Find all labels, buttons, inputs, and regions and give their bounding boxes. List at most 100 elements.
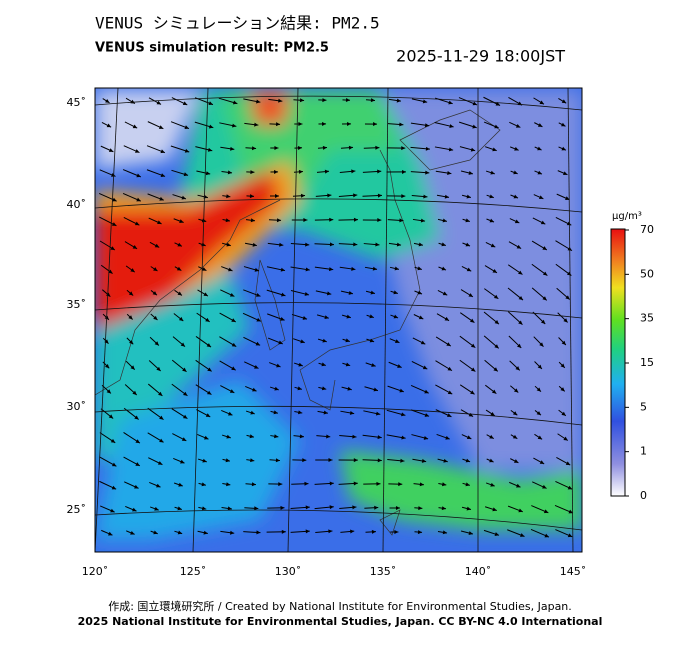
wind-arrow-head [328,529,333,534]
wind-arrow-head [400,458,405,463]
wind-arrow-head [111,462,117,467]
wind-arrow-head [370,290,375,295]
wind-arrow-head [184,125,189,130]
wind-arrow-head [518,508,523,513]
wind-arrow-head [305,529,310,534]
wind-arrow-head [132,245,138,249]
wind-arrow-head [104,339,109,344]
wind-arrow-head [108,414,114,419]
wind-arrow-head [229,292,235,297]
wind-arrow-head [250,458,255,463]
wind-arrow-head [465,458,471,463]
wind-arrow-head [250,410,255,415]
wind-arrow-head [205,317,210,322]
wind-arrow-head [489,434,494,439]
wind-arrow-head [280,505,285,510]
wind-arrow-head [106,123,112,128]
wind-arrow-head [232,100,238,105]
wind-arrow-head [227,170,233,175]
wind-arrow-head [231,366,236,371]
wind-arrow-head [370,98,375,103]
wind-arrow-head [297,145,303,150]
wind-arrow-head [345,362,351,367]
wind-arrow-head [417,530,423,535]
wind-arrow-head [225,458,230,463]
pm25-field [95,88,582,552]
wind-arrow-head [297,386,302,391]
wind-arrow-head [156,483,161,488]
wind-arrow-head [181,195,186,200]
wind-arrow-head [561,146,566,151]
wind-arrow-head [353,242,358,247]
wind-arrow-head [513,388,519,393]
wind-arrow-head [299,434,304,439]
wind-arrow-head [154,243,160,248]
wind-arrow-head [298,122,303,127]
wind-arrow-head [328,458,333,463]
wind-arrow-head [470,147,476,152]
wind-arrow-head [377,193,382,198]
wind-arrow-head [326,434,331,439]
wind-arrow-head [512,434,518,439]
wind-arrow-head [472,124,477,129]
wind-arrow-head [492,269,497,273]
lon-label: 120˚ [82,565,109,578]
wind-arrow-head [470,390,475,395]
wind-arrow-head [377,218,382,223]
wind-arrow-head [205,413,211,417]
wind-arrow-head [372,266,378,271]
wind-arrow-head [249,194,255,199]
title: VENUS シミュレーション結果: PM2.5 [95,14,380,33]
wind-arrow-head [468,412,474,417]
wind-arrow-head [275,193,280,198]
wind-arrows [98,96,574,538]
wind-arrow-head [321,121,327,126]
coastlines [95,109,501,536]
wind-arrow-head [560,387,565,392]
wind-arrow-head [156,366,161,372]
wind-arrow-head [465,242,471,247]
wind-arrow-head [177,506,182,511]
wind-arrow-head [515,123,521,128]
wind-arrow-head [489,194,494,199]
wind-arrow-head [424,123,430,128]
colorbar-tick-label: 15 [640,356,654,369]
wind-arrow-head [111,485,117,490]
wind-arrow-head [376,481,381,486]
wind-arrow-head [466,194,471,199]
wind-arrow-head [420,218,426,223]
wind-arrow-head [153,315,158,320]
wind-arrow-head [375,145,380,150]
wind-arrow-head [323,410,328,415]
wind-arrow-head [470,318,475,323]
wind-arrow-head [105,364,110,369]
wind-arrow-head [134,221,140,226]
wind-arrow-head [418,315,424,320]
wind-arrow-head [394,530,399,535]
wind-arrow-head [494,124,499,129]
wind-arrow-head [297,410,303,415]
wind-arrow-head [158,125,164,129]
wind-arrow-head [420,340,426,345]
wind-arrow-head [565,461,571,466]
wind-arrow-head [304,481,309,486]
wind-arrow-head [254,267,259,272]
wind-arrow-head [280,316,285,321]
wind-arrow-head [250,218,255,223]
lon-label: 140˚ [465,565,492,578]
wind-arrow-head [179,219,184,223]
wind-arrow-head [466,435,472,440]
lon-label: 125˚ [180,565,207,578]
wind-arrow-head [561,340,566,345]
wind-arrow-head [401,194,406,199]
wind-arrow-head [490,482,495,487]
wind-arrow-head [304,292,309,296]
wind-arrow-head [348,145,354,150]
wind-arrow-head [226,194,231,199]
wind-arrow-head [177,291,182,296]
wind-arrow-head [278,340,283,345]
lon-label: 135˚ [370,565,397,578]
wind-arrow-head [225,218,230,223]
wind-arrow-head [492,147,497,152]
